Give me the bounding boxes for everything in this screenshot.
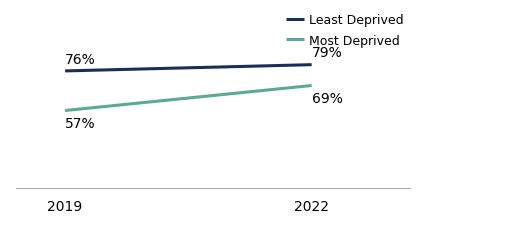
Least Deprived [62, 70, 68, 73]
Line: Most Deprived: Most Deprived [65, 86, 311, 111]
Text: 69%: 69% [311, 91, 342, 105]
Text: 79%: 79% [311, 46, 342, 60]
Most Deprived [308, 85, 315, 87]
Line: Least Deprived: Least Deprived [65, 65, 311, 72]
Least Deprived [308, 64, 315, 67]
Most Deprived [62, 110, 68, 112]
Legend: Least Deprived, Most Deprived: Least Deprived, Most Deprived [286, 14, 404, 47]
Text: 57%: 57% [65, 116, 96, 130]
Text: 76%: 76% [65, 52, 96, 66]
